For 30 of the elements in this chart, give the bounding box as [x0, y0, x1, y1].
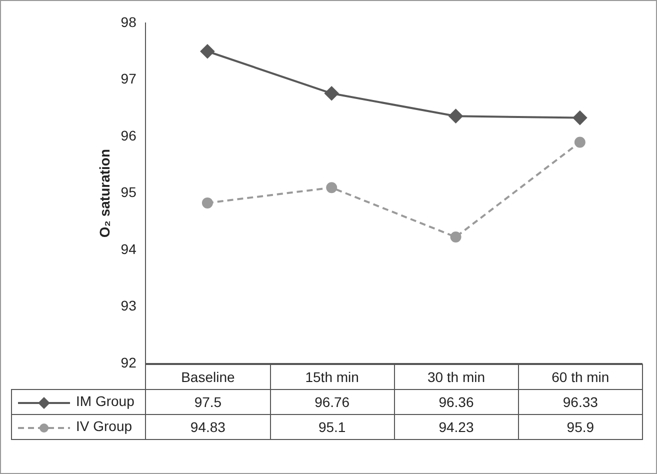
point	[324, 86, 339, 100]
point	[448, 109, 463, 124]
x-tick-label: 60 th min	[518, 364, 642, 390]
point	[326, 182, 338, 194]
point	[200, 44, 214, 58]
data-label: 96.36	[394, 389, 518, 414]
data-label: 94.83	[146, 414, 270, 440]
data-label: 95.1	[270, 414, 394, 440]
y-tick-label: 96	[120, 127, 137, 144]
y-tick-label: 95	[120, 184, 137, 200]
data-label: 96.76	[270, 389, 394, 414]
point	[574, 136, 586, 148]
y-tick-label: 98	[120, 14, 137, 30]
y-tick-label: 93	[120, 298, 137, 314]
point	[572, 110, 587, 125]
data-label: 95.9	[518, 414, 642, 440]
data-label: 97.5	[146, 389, 270, 414]
point	[450, 232, 462, 243]
x-tick-label: 30 th min	[394, 364, 518, 390]
y-axis-title: O₂ saturation	[96, 148, 112, 238]
legend-label: IV Group	[12, 414, 146, 440]
y-tick-label: 94	[120, 240, 137, 257]
data-label: 96.33	[518, 389, 642, 414]
data-label: 94.23	[394, 414, 518, 440]
x-tick-label: 15th min	[270, 364, 394, 390]
legend-label: IM Group	[12, 389, 146, 414]
point	[202, 197, 213, 208]
y-tick-label: 92	[120, 354, 137, 370]
x-tick-label: Baseline	[146, 364, 270, 390]
y-tick-label: 97	[120, 70, 137, 87]
